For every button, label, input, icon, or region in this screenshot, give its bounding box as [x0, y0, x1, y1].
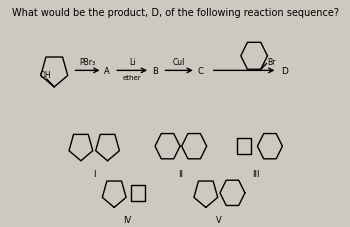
Text: C: C: [197, 67, 203, 76]
Text: I: I: [93, 169, 96, 178]
Text: IV: IV: [124, 215, 132, 224]
Text: ether: ether: [123, 75, 141, 81]
Text: II: II: [178, 169, 183, 178]
Text: D: D: [282, 67, 288, 76]
Text: CuI: CuI: [173, 57, 186, 66]
Text: V: V: [216, 215, 222, 224]
Text: OH: OH: [39, 70, 51, 79]
Text: What would be the product, D, of the following reaction sequence?: What would be the product, D, of the fol…: [12, 8, 338, 18]
Text: PBr₃: PBr₃: [79, 57, 96, 66]
Text: Br: Br: [267, 58, 276, 67]
Text: B: B: [152, 67, 158, 76]
Text: A: A: [104, 67, 110, 76]
Text: III: III: [252, 169, 260, 178]
Text: Li: Li: [129, 57, 135, 66]
